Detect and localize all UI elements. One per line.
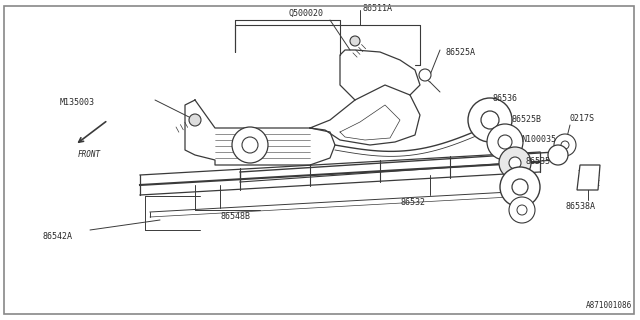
Circle shape — [561, 141, 569, 149]
Text: 86542A: 86542A — [42, 232, 72, 241]
Circle shape — [509, 157, 521, 169]
Circle shape — [189, 114, 201, 126]
Text: A871001086: A871001086 — [586, 301, 632, 310]
Text: 86548B: 86548B — [220, 212, 250, 221]
Circle shape — [419, 69, 431, 81]
Circle shape — [481, 111, 499, 129]
Text: 86525B: 86525B — [511, 115, 541, 124]
Circle shape — [554, 134, 576, 156]
Circle shape — [350, 36, 360, 46]
Text: FRONT: FRONT — [78, 150, 101, 159]
Circle shape — [509, 197, 535, 223]
Text: 86538A: 86538A — [565, 202, 595, 211]
Text: 86511A: 86511A — [362, 4, 392, 13]
Circle shape — [548, 145, 568, 165]
Text: 86525A: 86525A — [445, 47, 475, 57]
Text: Q500020: Q500020 — [288, 9, 323, 18]
Circle shape — [498, 135, 512, 149]
Circle shape — [242, 137, 258, 153]
Circle shape — [487, 124, 523, 160]
Circle shape — [512, 179, 528, 195]
Text: 86536: 86536 — [492, 94, 517, 103]
Text: 86532: 86532 — [400, 198, 425, 207]
Text: 0217S: 0217S — [570, 114, 595, 123]
Text: M135003: M135003 — [60, 98, 95, 107]
Circle shape — [232, 127, 268, 163]
Circle shape — [499, 147, 531, 179]
Circle shape — [468, 98, 512, 142]
Text: 86535: 86535 — [525, 157, 550, 166]
Circle shape — [500, 167, 540, 207]
Text: N100035: N100035 — [521, 135, 556, 144]
Circle shape — [517, 205, 527, 215]
Polygon shape — [577, 165, 600, 190]
